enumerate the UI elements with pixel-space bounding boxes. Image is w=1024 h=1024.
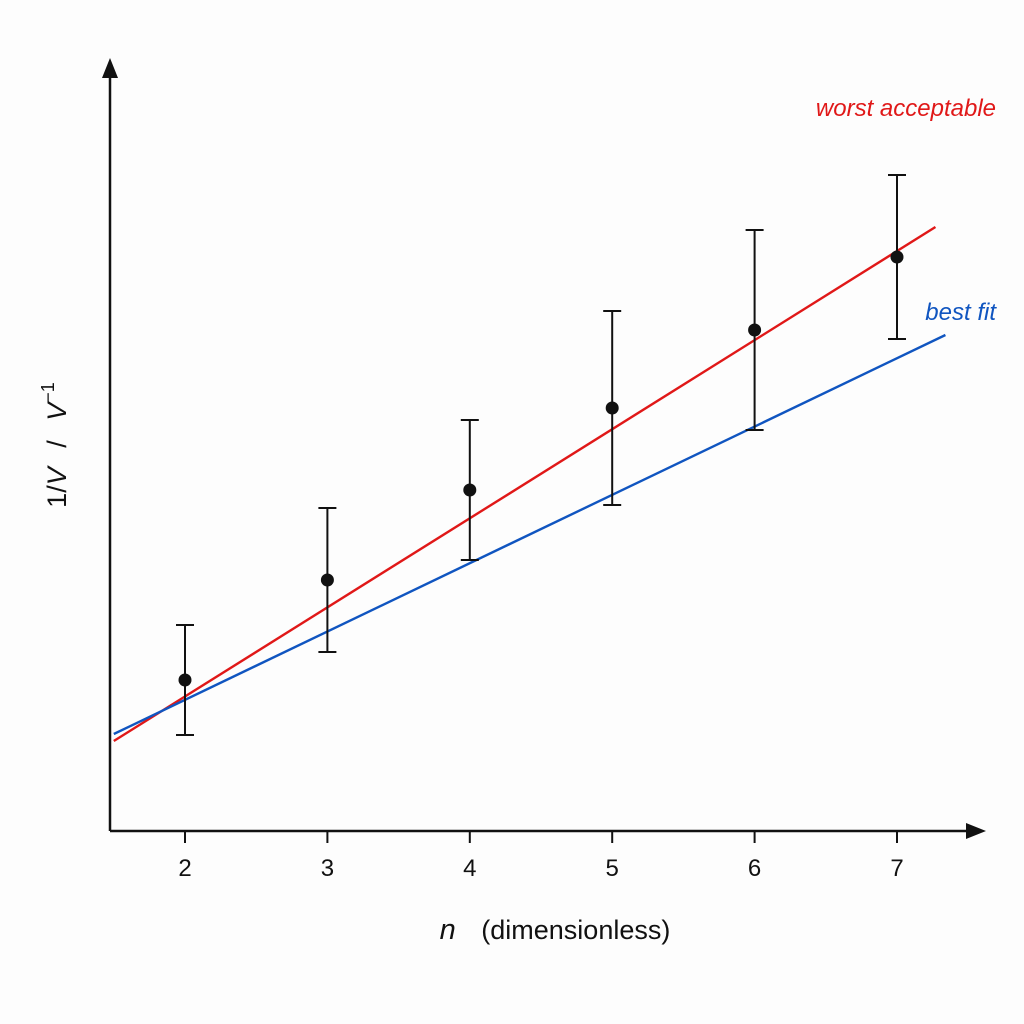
series-labels: worst acceptable best fit [816, 95, 997, 326]
worst-acceptable-label: worst acceptable [816, 95, 996, 122]
data-point [320, 573, 334, 587]
worst-acceptable-line [113, 225, 937, 743]
x-tick-label: 2 [178, 855, 191, 882]
y-axis-unit-exponent: −1 [38, 382, 58, 403]
x-tick-label: 7 [890, 855, 903, 882]
x-axis-symbol: n [440, 914, 456, 946]
x-tick-label: 6 [748, 855, 761, 882]
data-point [748, 323, 762, 337]
x-axis-unit: (dimensionless) [481, 915, 670, 945]
best-fit-line [113, 333, 946, 736]
data-points [178, 250, 904, 687]
data-point [890, 250, 904, 264]
y-axis-separator: / [42, 440, 72, 448]
data-point [605, 401, 619, 415]
data-point [463, 483, 477, 497]
x-ticks: 2 3 4 5 6 7 [178, 831, 904, 882]
y-axis-label: 1/V / V−1 [38, 382, 72, 508]
y-axis-arrow [102, 58, 118, 78]
x-axis-label: n (dimensionless) [440, 914, 671, 946]
x-axis-arrow [966, 823, 986, 839]
y-axis-symbol: V [42, 464, 72, 485]
data-point [178, 673, 192, 687]
best-fit-label: best fit [925, 299, 997, 326]
x-tick-label: 3 [321, 855, 334, 882]
fit-lines [113, 225, 946, 743]
y-axis-quantity: 1/ [42, 485, 72, 508]
x-tick-label: 5 [606, 855, 619, 882]
x-tick-label: 4 [463, 855, 476, 882]
y-axis-unit: V [42, 400, 72, 421]
